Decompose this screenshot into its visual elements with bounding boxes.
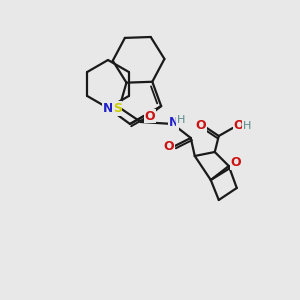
Text: O: O [145,110,155,122]
Text: S: S [113,102,122,115]
Text: O: O [230,157,241,169]
Text: N: N [103,101,113,115]
Text: N: N [169,116,179,130]
Text: O: O [164,140,174,154]
Text: H: H [243,121,251,131]
Text: O: O [233,119,244,133]
Text: H: H [177,115,185,125]
Text: O: O [196,119,206,133]
